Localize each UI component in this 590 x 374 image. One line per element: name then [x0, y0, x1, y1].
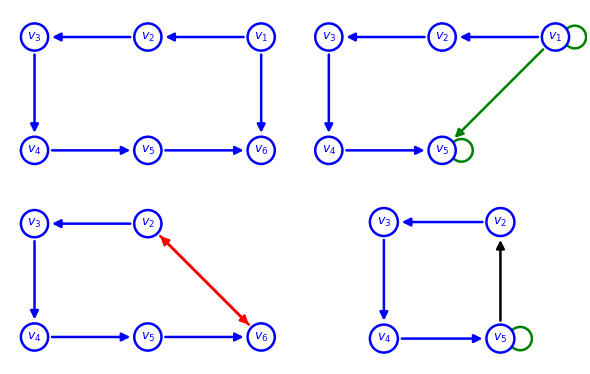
Text: $v_4$: $v_4$	[322, 144, 336, 157]
Circle shape	[248, 137, 275, 164]
Text: $v_5$: $v_5$	[435, 144, 449, 157]
Text: $v_1$: $v_1$	[254, 30, 268, 43]
Text: $v_3$: $v_3$	[322, 30, 336, 43]
Text: $v_3$: $v_3$	[27, 30, 42, 43]
Text: $v_2$: $v_2$	[435, 30, 449, 43]
Circle shape	[428, 137, 455, 164]
Text: $v_5$: $v_5$	[493, 332, 507, 345]
Text: $v_4$: $v_4$	[376, 332, 391, 345]
Text: $v_6$: $v_6$	[254, 331, 268, 344]
Circle shape	[486, 325, 514, 353]
Text: $v_5$: $v_5$	[141, 144, 155, 157]
Text: $v_2$: $v_2$	[141, 30, 155, 43]
Circle shape	[135, 24, 162, 50]
Circle shape	[135, 324, 162, 350]
Circle shape	[370, 325, 398, 353]
Circle shape	[542, 24, 569, 50]
Circle shape	[315, 24, 342, 50]
Circle shape	[428, 24, 455, 50]
Text: $v_4$: $v_4$	[27, 331, 42, 344]
Text: $v_1$: $v_1$	[549, 30, 562, 43]
Circle shape	[248, 24, 275, 50]
Text: $v_3$: $v_3$	[27, 217, 42, 230]
Text: $v_6$: $v_6$	[254, 144, 268, 157]
Circle shape	[21, 324, 48, 350]
Text: $v_2$: $v_2$	[493, 215, 507, 229]
Text: $v_3$: $v_3$	[377, 215, 391, 229]
Circle shape	[21, 137, 48, 164]
Circle shape	[486, 208, 514, 236]
Text: $v_5$: $v_5$	[141, 331, 155, 344]
Text: $v_2$: $v_2$	[141, 217, 155, 230]
Circle shape	[135, 137, 162, 164]
Circle shape	[315, 137, 342, 164]
Circle shape	[21, 24, 48, 50]
Text: $v_4$: $v_4$	[27, 144, 42, 157]
Circle shape	[248, 324, 275, 350]
Circle shape	[135, 210, 162, 237]
Circle shape	[21, 210, 48, 237]
Circle shape	[370, 208, 398, 236]
